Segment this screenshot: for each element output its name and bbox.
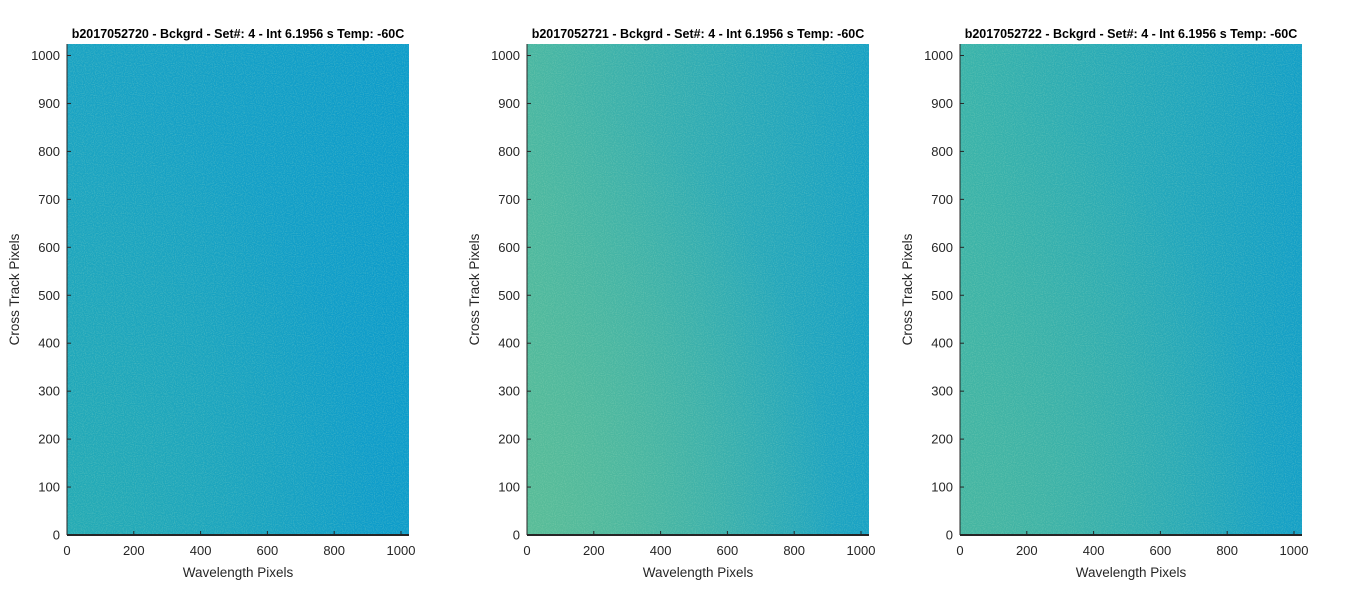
x-tick-label: 1000: [847, 543, 876, 558]
chart-title: b2017052721 - Bckgrd - Set#: 4 - Int 6.1…: [532, 27, 865, 41]
x-tick-label: 0: [523, 543, 530, 558]
x-axis-label: Wavelength Pixels: [183, 565, 294, 580]
y-tick-label: 1000: [491, 48, 520, 63]
x-tick-label: 0: [63, 543, 70, 558]
y-tick-label: 100: [38, 480, 60, 495]
y-axis-label: Cross Track Pixels: [7, 233, 22, 345]
x-tick-label: 200: [1016, 543, 1038, 558]
y-tick-label: 900: [931, 96, 953, 111]
y-tick-label: 700: [931, 192, 953, 207]
y-tick-label: 600: [931, 240, 953, 255]
y-tick-label: 600: [498, 240, 520, 255]
x-tick-label: 600: [1150, 543, 1172, 558]
y-tick-label: 300: [498, 384, 520, 399]
y-tick-label: 100: [931, 480, 953, 495]
y-tick-label: 0: [53, 528, 60, 543]
y-tick-label: 600: [38, 240, 60, 255]
heatmap-noise: [527, 44, 869, 535]
y-tick-label: 800: [931, 144, 953, 159]
y-tick-label: 300: [931, 384, 953, 399]
y-axis-label: Cross Track Pixels: [900, 233, 915, 345]
heatmap-panel-1: 0 200 400 600 800 1000 0 100 200 300 400 500 600 700 8…: [7, 27, 415, 580]
heatmap-noise: [960, 44, 1302, 535]
y-tick-label: 200: [931, 432, 953, 447]
y-tick-label: 300: [38, 384, 60, 399]
heatmap-noise: [67, 44, 409, 535]
y-tick-label: 500: [38, 288, 60, 303]
x-tick-label: 1000: [387, 543, 416, 558]
y-tick-label: 900: [498, 96, 520, 111]
y-tick-label: 1000: [924, 48, 953, 63]
x-tick-label: 800: [323, 543, 345, 558]
y-tick-label: 800: [498, 144, 520, 159]
x-axis-label: Wavelength Pixels: [643, 565, 754, 580]
y-tick-label: 800: [38, 144, 60, 159]
y-tick-label: 400: [38, 336, 60, 351]
x-tick-label: 200: [583, 543, 605, 558]
y-tick-label: 700: [38, 192, 60, 207]
x-tick-label: 600: [257, 543, 279, 558]
x-tick-label: 400: [1083, 543, 1105, 558]
x-tick-label: 400: [650, 543, 672, 558]
y-tick-label: 0: [946, 528, 953, 543]
y-tick-label: 1000: [31, 48, 60, 63]
x-tick-label: 800: [783, 543, 805, 558]
y-tick-label: 500: [931, 288, 953, 303]
heatmap-panel-3: 0 200 400 600 800 1000 0 100 200 300 400 500 600 700 8…: [900, 27, 1308, 580]
y-tick-label: 700: [498, 192, 520, 207]
chart-title: b2017052720 - Bckgrd - Set#: 4 - Int 6.1…: [72, 27, 405, 41]
y-tick-label: 200: [38, 432, 60, 447]
x-tick-label: 0: [956, 543, 963, 558]
heatmap-panel-2: 0 200 400 600 800 1000 0 100 200 300 400 500 600 700 8…: [467, 27, 875, 580]
x-tick-label: 600: [717, 543, 739, 558]
y-tick-label: 200: [498, 432, 520, 447]
x-tick-label: 800: [1216, 543, 1238, 558]
y-tick-label: 100: [498, 480, 520, 495]
y-axis-label: Cross Track Pixels: [467, 233, 482, 345]
x-axis-label: Wavelength Pixels: [1076, 565, 1187, 580]
y-tick-label: 0: [513, 528, 520, 543]
y-tick-label: 400: [498, 336, 520, 351]
y-tick-label: 400: [931, 336, 953, 351]
y-tick-label: 900: [38, 96, 60, 111]
x-tick-label: 1000: [1280, 543, 1309, 558]
y-tick-label: 500: [498, 288, 520, 303]
x-tick-label: 200: [123, 543, 145, 558]
chart-title: b2017052722 - Bckgrd - Set#: 4 - Int 6.1…: [965, 27, 1298, 41]
x-tick-label: 400: [190, 543, 212, 558]
